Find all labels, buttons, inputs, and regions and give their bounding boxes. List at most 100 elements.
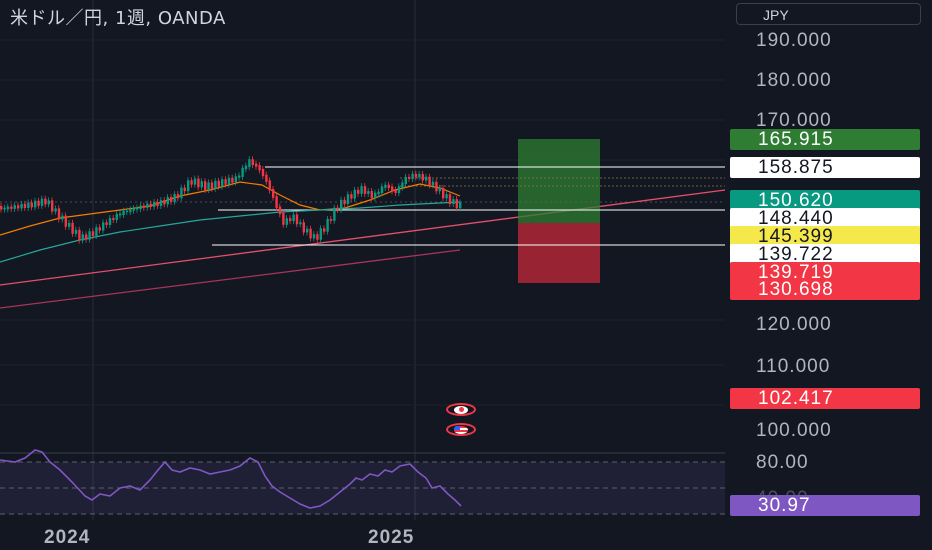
candle-body — [20, 203, 23, 209]
candle-body — [231, 177, 234, 183]
candle-body — [418, 173, 421, 178]
candle-body — [380, 186, 384, 194]
candle-body — [370, 191, 373, 199]
candle-body — [404, 176, 407, 185]
candlestick-series[interactable] — [0, 156, 462, 244]
candle-body — [23, 203, 27, 208]
price-label-low[interactable]: 102.417 — [730, 388, 920, 409]
candle-body — [88, 231, 91, 240]
candle-body — [302, 222, 305, 233]
candle-body — [340, 199, 343, 210]
price-label-level[interactable]: 148.440 — [730, 208, 920, 229]
trendline-upper[interactable] — [0, 189, 726, 286]
price-label-take-profit[interactable]: 165.915 — [730, 129, 920, 150]
candle-body — [214, 180, 217, 189]
candle-body — [200, 181, 203, 188]
candle-body — [190, 180, 193, 185]
candle-body — [34, 200, 37, 208]
candle-body — [346, 194, 350, 205]
candle-body — [139, 205, 142, 210]
japan-flag-icon[interactable] — [446, 403, 476, 416]
candle-body — [166, 197, 169, 205]
candle-body — [85, 234, 88, 240]
candle-body — [95, 227, 98, 237]
price-label-level[interactable]: 158.875 — [730, 157, 920, 178]
price-tick: 100.000 — [756, 420, 832, 441]
candle-body — [309, 228, 312, 239]
candle-body — [316, 234, 319, 240]
price-label-stop[interactable]: 139.719 — [730, 262, 920, 283]
candle-body — [78, 229, 81, 241]
candle-body — [176, 194, 180, 199]
candle-body — [442, 187, 445, 199]
candle-body — [295, 214, 299, 225]
candle-body — [108, 217, 112, 225]
candle-body — [146, 203, 149, 208]
time-label-2024: 2024 — [44, 527, 91, 548]
symbol-title[interactable]: 米ドル／円, 1週, OANDA — [10, 8, 226, 29]
trendline-lower[interactable] — [0, 249, 461, 309]
candle-body — [282, 212, 285, 225]
candle-body — [47, 200, 50, 205]
candle-body — [81, 234, 84, 241]
candle-body — [367, 191, 370, 194]
candle-body — [272, 188, 275, 198]
candle-body — [163, 200, 166, 205]
candle-body — [421, 173, 424, 181]
time-label-2025: 2025 — [368, 527, 415, 548]
candle-body — [3, 207, 6, 210]
price-label-entry[interactable]: 145.399 — [730, 226, 920, 247]
price-tick: 110.000 — [756, 356, 831, 377]
candle-body — [44, 198, 47, 205]
candle-body — [210, 182, 214, 189]
price-tick: 120.000 — [756, 314, 832, 335]
candle-body — [74, 229, 78, 234]
candle-body — [71, 222, 74, 234]
moving-average-long — [0, 201, 461, 263]
price-label-current[interactable]: 150.620 — [730, 190, 920, 211]
us-flag-icon[interactable] — [446, 423, 476, 436]
rsi-value-label[interactable]: 30.97 — [730, 495, 920, 516]
candle-body — [180, 187, 183, 199]
candle-body — [448, 194, 452, 205]
candle-body — [285, 218, 288, 225]
candle-body — [40, 198, 44, 206]
candle-body — [428, 176, 431, 186]
candle-body — [17, 205, 20, 209]
candle-body — [319, 228, 322, 240]
candle-body — [238, 175, 241, 178]
candle-body — [13, 205, 16, 209]
candle-body — [289, 218, 292, 222]
candle-body — [91, 231, 95, 237]
position-loss-zone[interactable] — [518, 223, 600, 283]
candle-body — [261, 168, 265, 177]
candle-body — [459, 202, 462, 209]
price-tick: 190.000 — [756, 30, 832, 51]
candle-body — [241, 167, 244, 177]
candle-body — [265, 174, 268, 182]
candle-body — [384, 184, 387, 188]
price-label-stop[interactable]: 130.698 — [730, 279, 920, 300]
candle-body — [51, 200, 54, 212]
price-label-level[interactable]: 139.722 — [730, 244, 920, 265]
candle-body — [64, 215, 67, 227]
candle-body — [68, 222, 71, 227]
candle-body — [306, 228, 309, 233]
candle-body — [57, 208, 61, 220]
candle-body — [343, 199, 346, 205]
candle-body — [292, 214, 295, 222]
candle-body — [217, 180, 220, 187]
candle-body — [414, 173, 418, 178]
candle-body — [119, 213, 122, 216]
rsi-tick: 80.00 — [756, 452, 809, 473]
currency-badge[interactable]: JPY — [736, 3, 921, 25]
position-profit-zone[interactable] — [518, 139, 600, 223]
candle-body — [37, 200, 40, 206]
candle-body — [142, 205, 146, 208]
candle-body — [336, 207, 339, 210]
candle-body — [312, 234, 316, 239]
candle-body — [452, 199, 455, 205]
candle-body — [255, 163, 258, 167]
candle-body — [275, 196, 278, 208]
